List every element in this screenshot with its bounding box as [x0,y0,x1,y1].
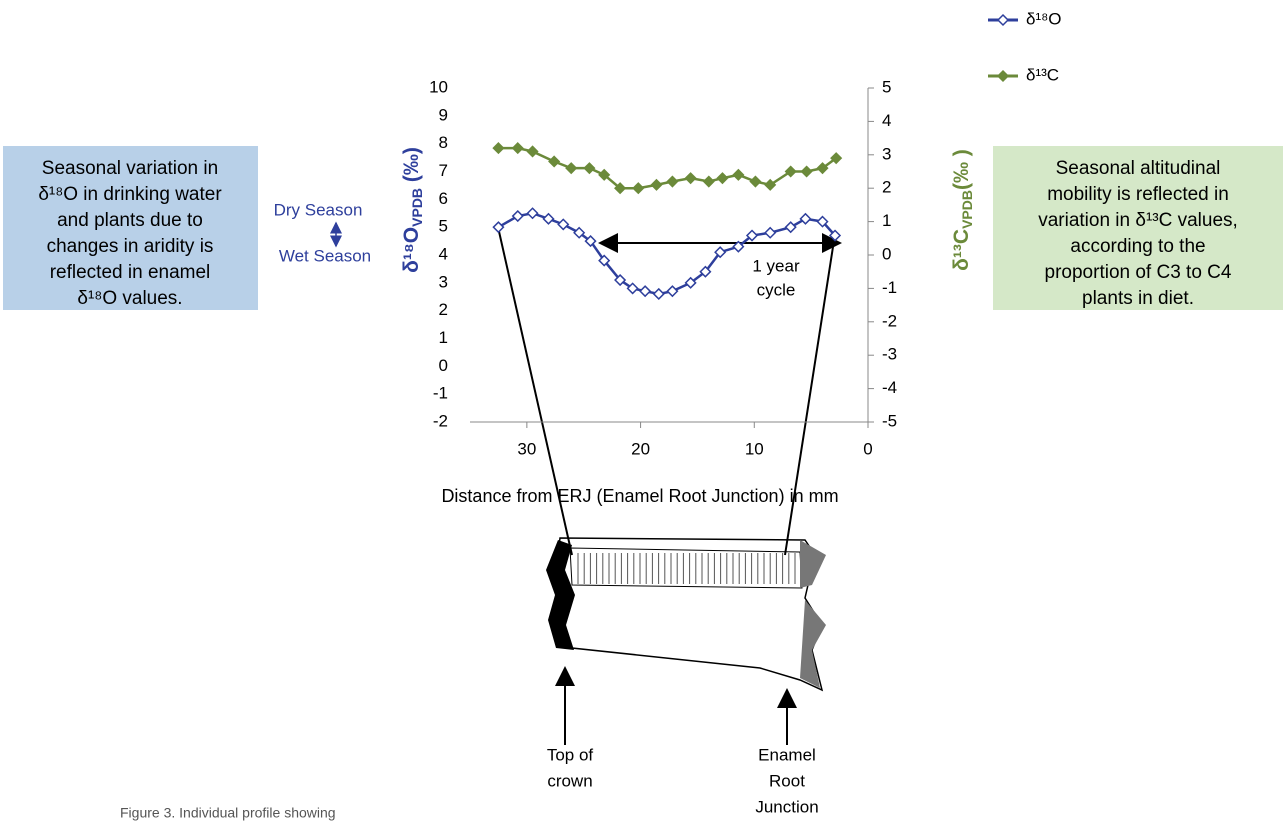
y2-tick-label: -3 [882,345,897,364]
y2-tick-label: 4 [882,111,891,130]
legend-marker [998,15,1008,25]
point [717,173,727,183]
point [802,167,812,177]
point [528,146,538,156]
box-text: variation in δ¹³C values, [1038,210,1238,231]
point [800,214,810,224]
box-text: plants in diet. [1082,288,1194,309]
y-tick-label: 4 [439,244,448,263]
x-axis-title: Distance from ERJ (Enamel Root Junction)… [441,486,838,506]
y-tick-label: 1 [439,328,448,347]
x-tick-label: 0 [863,439,872,458]
box-text: Seasonal variation in [42,158,218,179]
figure: Seasonal variation in δ¹⁸O in drinking wa… [0,0,1286,821]
tooth-label: crown [547,771,592,790]
y2-tick-label: 1 [882,211,891,230]
y-tick-label: 10 [429,77,448,96]
point [513,211,523,221]
annotation: cycle [757,280,796,299]
y2-tick-label: -4 [882,378,897,397]
left-box: Seasonal variation in δ¹⁸O in drinking wa… [3,146,258,310]
point [651,180,661,190]
y2-tick-label: 0 [882,244,891,263]
box-text: δ¹⁸O in drinking water [38,184,222,205]
axis-title-part: δ¹⁸O [400,227,423,273]
caption: Figure 3. Individual profile showing [120,805,336,821]
point [493,222,503,232]
y-tick-label: 9 [439,105,448,124]
y-tick-label: 5 [439,217,448,236]
y-tick-label: -1 [433,384,448,403]
y-tick-label: 8 [439,133,448,152]
axis-title-part: VPDB [409,188,425,227]
point [558,219,568,229]
point [686,173,696,183]
annotation: Dry Season [274,200,363,219]
y-tick-label: 6 [439,189,448,208]
y-tick-label: 7 [439,161,448,180]
x-tick-label: 30 [517,439,536,458]
y-tick-label: 0 [439,356,448,375]
point [513,143,523,153]
tooth-label: Junction [755,797,818,816]
axis-title-part: δ¹³C [950,229,973,271]
tooth-label: Enamel [758,745,816,764]
y2-tick-label: -5 [882,411,897,430]
tooth-label: Root [769,771,805,790]
tooth-label: Top of [547,745,594,764]
box-text: mobility is reflected in [1047,184,1229,205]
box-text: Seasonal altitudinal [1056,158,1221,179]
y2-tick-label: -2 [882,311,897,330]
box-text: changes in aridity is [47,236,214,257]
tooth-diagram [546,538,826,690]
point [640,286,650,296]
box-text: proportion of C3 to C4 [1045,262,1232,283]
y2-tick-label: 2 [882,178,891,197]
box-text: and plants due to [57,210,203,231]
point [493,143,503,153]
point [549,156,559,166]
axis-title-part: VPDB [959,190,975,229]
annotation: 1 year [752,256,800,275]
point [765,228,775,238]
point [528,208,538,218]
y2-tick-label: -1 [882,278,897,297]
axis-title: δ¹³CVPDB(‰ ) [950,149,975,271]
point [704,177,714,187]
point [786,222,796,232]
point [667,286,677,296]
axis-title-part: (‰) [400,147,423,188]
point [543,214,553,224]
y-tick-label: -2 [433,411,448,430]
y-tick-label: 3 [439,272,448,291]
point [633,183,643,193]
axis-title: δ¹⁸OVPDB (‰) [400,147,425,273]
y2-tick-label: 5 [882,77,891,96]
point [667,177,677,187]
connector [498,227,572,555]
point [654,289,664,299]
point [566,163,576,173]
box-text: according to the [1070,236,1205,257]
legend-marker [998,71,1008,81]
box-text: δ¹⁸O values. [77,288,182,309]
box-text: reflected in enamel [50,262,211,283]
y-tick-label: 2 [439,300,448,319]
point [750,177,760,187]
point [733,170,743,180]
x-tick-label: 20 [631,439,650,458]
legend-label: δ¹⁸O [1026,9,1062,28]
y2-tick-label: 3 [882,144,891,163]
point [584,163,594,173]
x-tick-label: 10 [745,439,764,458]
legend-label: δ¹³C [1026,65,1059,84]
right-box: Seasonal altitudinal mobility is reflecte… [993,146,1283,310]
axis-title-part: (‰ ) [950,149,973,190]
annotation: Wet Season [279,246,371,265]
